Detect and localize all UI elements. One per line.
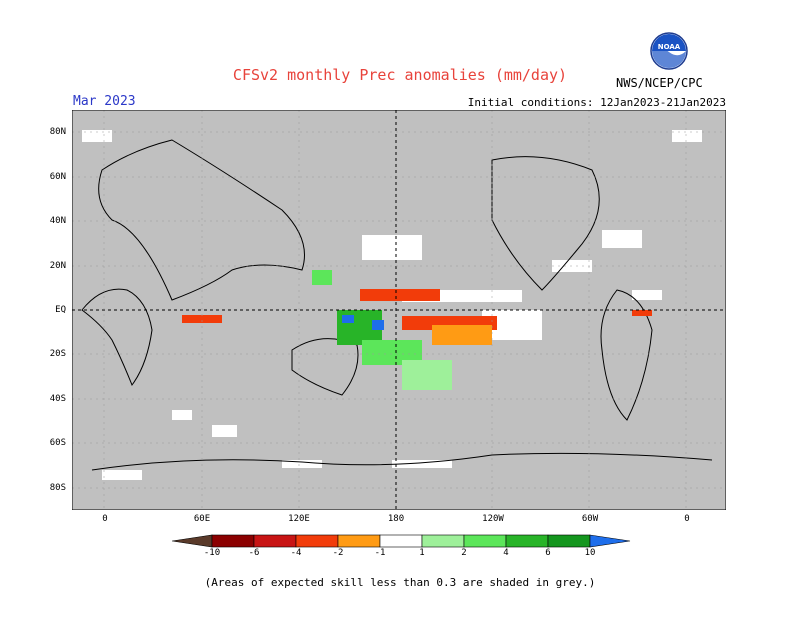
forecast-month: Mar 2023: [73, 94, 136, 109]
lat-label: 80N: [49, 127, 66, 137]
lon-label: 60E: [193, 514, 211, 524]
svg-text:NOAA: NOAA: [658, 43, 681, 51]
agency-label: NWS/NCEP/CPC: [616, 76, 703, 90]
colorbar-label: 10: [584, 548, 596, 558]
lon-label: 0: [102, 514, 108, 524]
colorbar-label: -10: [203, 548, 221, 558]
colorbar-label: 2: [461, 548, 467, 558]
lon-label: 180: [387, 514, 405, 524]
lat-label: 40N: [49, 216, 66, 226]
lat-label: 60S: [49, 438, 66, 448]
colorbar-swatch: [337, 534, 381, 548]
lat-label: 80S: [49, 483, 66, 493]
colorbar-label: -4: [290, 548, 302, 558]
skill-footnote: (Areas of expected skill less than 0.3 a…: [204, 576, 596, 589]
map-title: CFSv2 monthly Prec anomalies (mm/day): [232, 66, 568, 84]
colorbar-swatch: [211, 534, 255, 548]
colorbar: [172, 534, 631, 548]
lat-label: 20S: [49, 349, 66, 359]
precip-anomaly-map: [72, 110, 726, 510]
colorbar-label: -2: [332, 548, 344, 558]
lat-label: 60N: [49, 172, 66, 182]
colorbar-swatch: [547, 534, 591, 548]
lon-label: 0: [684, 514, 690, 524]
colorbar-label: 4: [503, 548, 509, 558]
noaa-logo: NOAA: [650, 32, 688, 70]
colorbar-label: -1: [374, 548, 386, 558]
colorbar-label: 1: [419, 548, 425, 558]
colorbar-swatch: [589, 534, 631, 548]
coastlines: [81, 139, 713, 471]
colorbar-swatch: [253, 534, 297, 548]
reference-lines: [72, 110, 726, 510]
lon-label: 60W: [581, 514, 599, 524]
graticule: [72, 110, 726, 510]
lon-label: 120E: [288, 514, 310, 524]
lat-label: EQ: [55, 305, 66, 315]
colorbar-swatch: [421, 534, 465, 548]
precip-anomalies: [182, 270, 652, 390]
lat-label: 40S: [49, 394, 66, 404]
colorbar-label: 6: [545, 548, 551, 558]
lat-label: 20N: [49, 261, 66, 271]
colorbar-swatch: [172, 534, 213, 548]
colorbar-swatch: [505, 534, 549, 548]
initial-conditions: Initial conditions: 12Jan2023-21Jan2023: [467, 96, 726, 109]
colorbar-swatch: [463, 534, 507, 548]
colorbar-label: -6: [248, 548, 260, 558]
colorbar-swatch: [295, 534, 339, 548]
lon-label: 120W: [482, 514, 504, 524]
colorbar-swatch: [379, 534, 423, 548]
